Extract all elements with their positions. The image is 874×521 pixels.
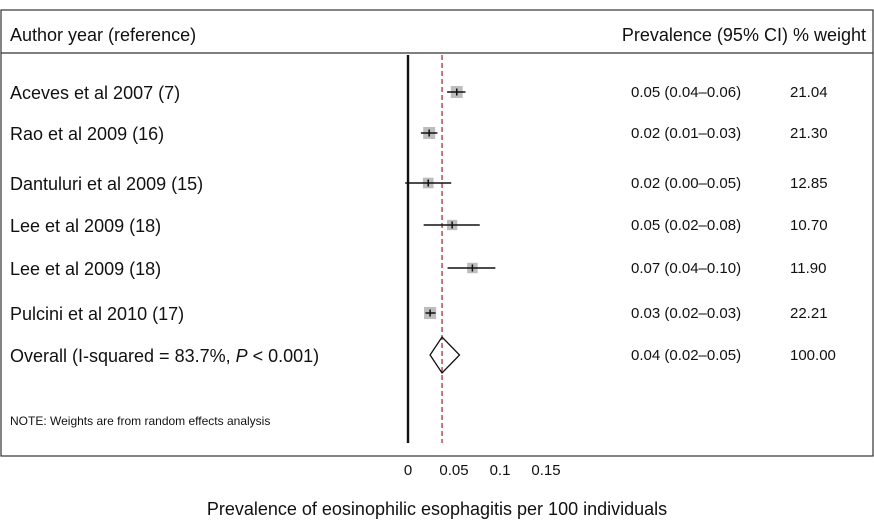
overall-label-prefix: Overall (I-squared = 83.7%, [10,346,236,366]
study-label: Pulcini et al 2010 (17) [10,304,184,324]
study-estimate-text: 0.02 (0.01–0.03) [631,125,741,142]
overall-label-suffix: < 0.001) [248,346,320,366]
x-tick-label: 0 [404,462,412,479]
plot-frame [0,9,874,457]
study-rows: Aceves et al 2007 (7) 0.05 (0.04–0.06) 21.… [10,83,836,366]
x-tick-label: 0.05 [439,462,468,479]
study-estimate-text: 0.07 (0.04–0.10) [631,260,741,277]
overall-estimate-text: 0.04 (0.02–0.05) [631,347,741,364]
study-estimate-text: 0.02 (0.00–0.05) [631,175,741,192]
overall-label: Overall (I-squared = 83.7%, P < 0.001) [10,346,319,366]
header-prevalence: Prevalence (95% CI) [622,25,788,45]
study-weight: 10.70 [790,217,828,234]
x-axis-label: Prevalence of eosinophilic esophagitis p… [207,499,667,519]
note-text: NOTE: Weights are from random effects an… [10,414,270,428]
header-right: Prevalence (95% CI)% weight [622,25,866,45]
study-weight: 21.04 [790,84,828,101]
study-weight: 12.85 [790,175,828,192]
x-tick-label: 0.1 [490,462,511,479]
study-label: Aceves et al 2007 (7) [10,83,180,103]
study-weight: 21.30 [790,125,828,142]
header-weight: % weight [793,25,866,45]
x-tick-label: 0.15 [531,462,560,479]
study-weight: 11.90 [790,260,826,277]
study-estimate-text: 0.05 (0.02–0.08) [631,217,741,234]
study-label: Dantuluri et al 2009 (15) [10,174,203,194]
study-label: Lee et al 2009 (18) [10,259,161,279]
overall-diamond [429,335,461,375]
study-label: Lee et al 2009 (18) [10,216,161,236]
study-weight: 22.21 [790,305,828,322]
header-left: Author year (reference) [10,25,196,45]
overall-weight: 100.00 [790,347,836,364]
plot-marks [405,55,496,443]
overall-label-p: P [236,346,248,366]
study-estimate-text: 0.03 (0.02–0.03) [631,305,741,322]
x-axis-ticks: 0 0.05 0.1 0.15 [404,462,561,479]
study-estimate-text: 0.05 (0.04–0.06) [631,84,741,101]
study-label: Rao et al 2009 (16) [10,124,164,144]
